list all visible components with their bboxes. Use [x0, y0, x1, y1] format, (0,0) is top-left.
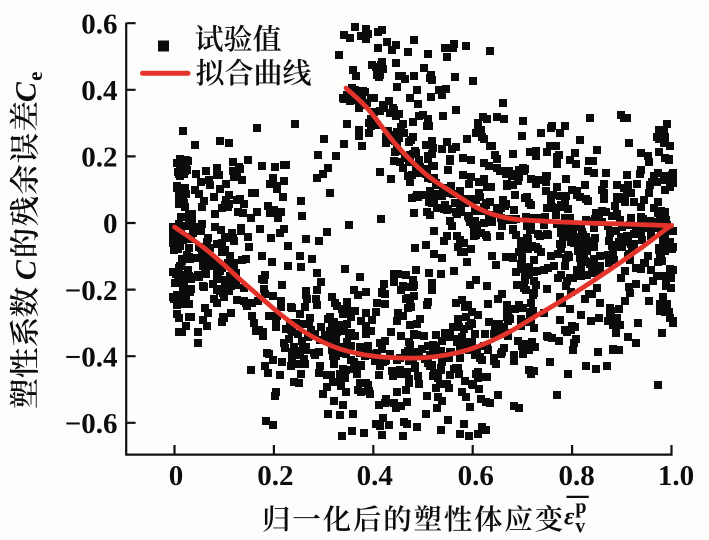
- svg-text:0.6: 0.6: [458, 460, 494, 492]
- svg-text:p: p: [575, 496, 586, 518]
- svg-text:0.4: 0.4: [357, 460, 393, 492]
- svg-text:C: C: [10, 259, 43, 280]
- svg-text:C: C: [10, 81, 43, 102]
- svg-text:−0.6: −0.6: [65, 408, 118, 440]
- svg-text:−0.4: −0.4: [65, 341, 118, 373]
- svg-text:0.6: 0.6: [81, 8, 117, 40]
- svg-text:e: e: [23, 72, 47, 81]
- svg-text:ε: ε: [564, 501, 575, 530]
- svg-text:v: v: [575, 516, 585, 537]
- svg-text:1.0: 1.0: [658, 460, 694, 492]
- svg-text:0.2: 0.2: [257, 460, 293, 492]
- svg-text:0: 0: [169, 460, 184, 492]
- svg-text:0.8: 0.8: [558, 460, 594, 492]
- svg-text:0.4: 0.4: [81, 75, 117, 107]
- svg-text:0: 0: [103, 208, 118, 240]
- svg-text:0.2: 0.2: [81, 142, 117, 174]
- svg-text:−0.2: −0.2: [65, 275, 118, 307]
